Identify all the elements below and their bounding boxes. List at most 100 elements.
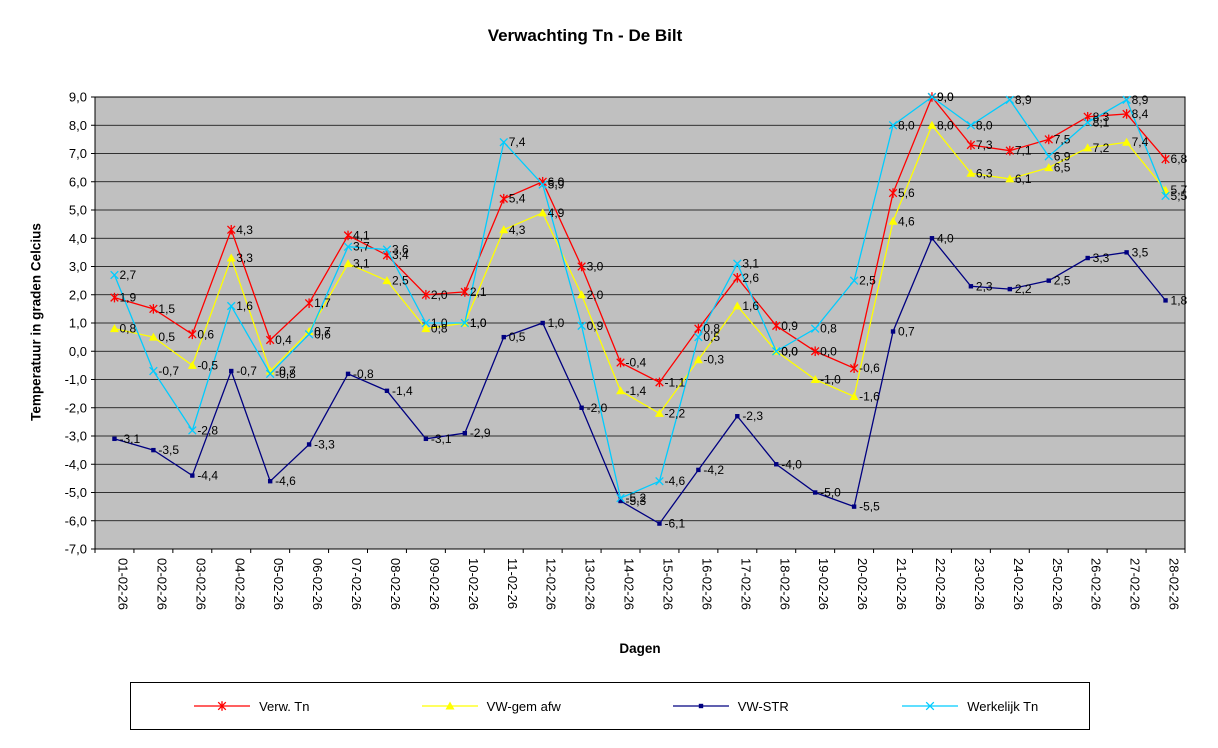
- x-marker: [849, 276, 859, 285]
- square-marker: [851, 504, 857, 509]
- triangle-marker: [654, 408, 664, 417]
- triangle-marker: [538, 208, 548, 217]
- star-marker: [149, 304, 158, 314]
- data-label: -4,2: [703, 463, 724, 477]
- x-tick-label: 25-02-26: [1050, 558, 1065, 610]
- star-marker: [499, 193, 509, 204]
- square-marker: [190, 473, 195, 478]
- data-label: -1,4: [626, 384, 647, 398]
- data-label: 0,5: [158, 330, 175, 344]
- x-tick-label: 14-02-26: [622, 558, 637, 610]
- data-label: 3,4: [392, 248, 409, 262]
- x-marker: [616, 493, 625, 503]
- data-label: -2,8: [197, 423, 218, 437]
- triangle-marker: [109, 324, 119, 333]
- y-tick-label: -1,0: [65, 372, 87, 387]
- x-marker: [188, 426, 197, 435]
- data-label: 8,9: [1015, 93, 1032, 107]
- x-tick-label: 21-02-26: [894, 558, 909, 610]
- y-tick-label: -3,0: [65, 429, 87, 444]
- x-marker: [694, 332, 703, 342]
- star-marker: [217, 701, 227, 711]
- data-label: 7,4: [1132, 135, 1149, 149]
- square-marker: [151, 447, 156, 453]
- x-tick-label: 22-02-26: [933, 558, 948, 610]
- square-marker: [579, 405, 584, 410]
- data-label: 2,0: [587, 288, 604, 302]
- x-tick-label: 01-02-26: [115, 558, 130, 610]
- series-line-2: [114, 236, 1167, 525]
- data-label: 2,5: [1054, 274, 1071, 288]
- data-label: -1,1: [664, 375, 685, 389]
- data-label: 1,0: [431, 316, 448, 330]
- data-label: -0,7: [158, 364, 179, 378]
- data-label: 1,7: [314, 296, 331, 310]
- data-label: -0,5: [197, 358, 218, 372]
- data-label: 0,7: [314, 324, 331, 338]
- x-tick-label: 20-02-26: [855, 558, 870, 610]
- data-label: -4,6: [664, 474, 685, 488]
- square-marker: [774, 462, 779, 467]
- legend-entry-0: Verw. Tn: [131, 699, 371, 714]
- square-marker: [501, 334, 506, 340]
- square-marker: [229, 368, 234, 374]
- data-label: 1,6: [742, 299, 759, 313]
- data-label: -5,3: [626, 494, 647, 508]
- data-label: 5,4: [509, 192, 526, 206]
- x-marker: [1005, 95, 1015, 105]
- data-label: -0,7: [275, 364, 296, 378]
- y-tick-label: 4,0: [69, 231, 87, 246]
- square-marker: [540, 320, 545, 326]
- x-tick-label: 13-02-26: [583, 558, 598, 610]
- data-label: 0,8: [119, 322, 136, 336]
- x-tick-label: 03-02-26: [193, 558, 208, 610]
- data-label: -5,5: [859, 500, 880, 514]
- x-marker: [460, 318, 470, 328]
- y-tick-label: 3,0: [69, 259, 87, 274]
- data-label: 8,0: [937, 118, 954, 132]
- legend-entry-2: VW-STR: [610, 699, 850, 714]
- triangle-marker: [888, 216, 898, 225]
- data-label: 7,4: [509, 135, 526, 149]
- data-label: 2,2: [1015, 282, 1032, 296]
- x-tick-label: 06-02-26: [310, 558, 325, 610]
- data-label: 9,0: [937, 90, 954, 104]
- data-label: 1,0: [470, 316, 487, 330]
- data-label: -6,1: [664, 517, 685, 531]
- data-label: -0,8: [353, 367, 374, 381]
- data-label: 4,0: [937, 231, 954, 245]
- data-label: -2,9: [470, 426, 491, 440]
- x-tick-label: 02-02-26: [154, 558, 169, 610]
- y-tick-label: -5,0: [65, 485, 87, 500]
- triangle-marker: [421, 324, 431, 333]
- triangle-marker: [226, 253, 236, 262]
- square-marker: [618, 498, 623, 504]
- x-tick-label: 07-02-26: [349, 558, 364, 610]
- data-label: 0,0: [781, 344, 798, 358]
- x-tick-label: 23-02-26: [972, 558, 987, 610]
- data-label: 8,0: [976, 118, 993, 132]
- data-label: 6,5: [1054, 161, 1071, 175]
- series-line-0: [114, 95, 1167, 384]
- data-label: 8,4: [1132, 107, 1149, 121]
- star-marker: [771, 321, 781, 331]
- star-marker: [460, 287, 470, 297]
- data-label: 2,7: [119, 268, 136, 282]
- data-label: 0,8: [703, 322, 720, 336]
- data-label: 3,3: [1093, 251, 1110, 265]
- data-label: 7,1: [1015, 144, 1032, 158]
- data-label: 3,0: [587, 260, 604, 274]
- chart-title: Verwachting Tn - De Bilt: [487, 26, 683, 45]
- series-line-3: [113, 96, 1167, 500]
- square-marker: [1163, 298, 1168, 303]
- data-label: 8,0: [898, 118, 915, 132]
- legend: Verw. Tn VW-gem afw VW-STR Werkelijk Tn: [130, 682, 1090, 730]
- data-label: 2,5: [392, 274, 409, 288]
- data-label: 3,6: [392, 243, 409, 257]
- triangle-marker: [445, 701, 455, 710]
- data-label: 0,0: [781, 344, 798, 358]
- square-marker: [929, 236, 935, 241]
- square-marker: [267, 479, 273, 484]
- star-marker: [966, 140, 976, 150]
- data-label: -3,5: [158, 443, 179, 457]
